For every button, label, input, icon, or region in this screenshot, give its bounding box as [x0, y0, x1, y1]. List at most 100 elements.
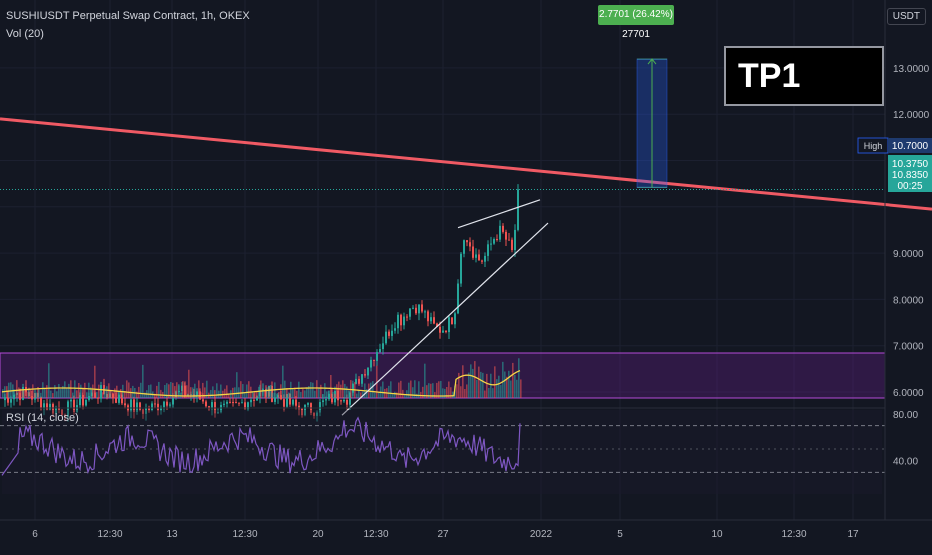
candle-body — [307, 403, 309, 405]
volume-ma-line — [1, 370, 521, 397]
volume-bar — [234, 387, 236, 398]
high-tag-label: High — [864, 141, 883, 151]
price-tick-label: 12.0000 — [893, 110, 930, 121]
candle-body — [397, 314, 399, 329]
volume-bar — [494, 366, 496, 398]
price-tick-label: 9.0000 — [893, 249, 924, 260]
candle-body — [253, 399, 255, 401]
candle-body — [511, 239, 513, 251]
candle-body — [427, 311, 429, 322]
volume-bar — [398, 382, 400, 398]
volume-bar — [458, 372, 460, 398]
volume-bar — [498, 375, 500, 398]
volume-bar — [520, 379, 522, 398]
candle-body — [400, 314, 402, 326]
resistance-trendline[interactable] — [0, 117, 932, 211]
time-tick-label: 6 — [32, 529, 38, 540]
volume-bar — [232, 387, 234, 398]
candle-body — [46, 403, 48, 410]
volume-bar — [300, 392, 302, 398]
volume-bar — [372, 381, 374, 398]
volume-bar — [506, 376, 508, 398]
candle-body — [283, 399, 285, 407]
last-price-value: 10.3750 — [892, 159, 929, 170]
candle-body — [286, 394, 288, 407]
volume-bar — [496, 379, 498, 398]
volume-bar — [456, 384, 458, 398]
volume-bar — [40, 392, 42, 398]
wedge-lower-line[interactable] — [341, 222, 549, 416]
volume-bar — [448, 381, 450, 398]
candle-body — [436, 323, 438, 327]
candle-body — [157, 403, 159, 411]
volume-bar — [396, 392, 398, 398]
candle-body — [43, 403, 45, 409]
volume-bar — [322, 393, 324, 398]
tp1-label-box[interactable]: TP1 — [724, 46, 884, 106]
volume-bar — [452, 391, 454, 398]
volume-bar — [10, 382, 12, 398]
candle-body — [154, 403, 156, 405]
volume-bar — [512, 362, 514, 398]
volume-bar — [304, 390, 306, 398]
volume-bar — [2, 389, 4, 398]
candle-body — [454, 313, 456, 325]
candle-body — [220, 404, 222, 413]
candle-body — [130, 399, 132, 412]
last-price-tag: 10.3750 10.8350 00:25 — [888, 155, 932, 192]
measure-result-label: 2.7701 (26.42%) 27701 — [598, 5, 674, 40]
candle-body — [406, 316, 408, 318]
volume-bar — [182, 381, 184, 398]
volume-bar — [128, 382, 130, 398]
volume-bar — [142, 364, 144, 398]
volume-bar — [32, 384, 34, 398]
time-axis[interactable]: 6 12:30 13 12:30 20 12:30 27 2022 5 10 12:30 17 — [32, 529, 859, 540]
volume-bar — [266, 387, 268, 398]
volume-bar — [14, 393, 16, 398]
volume-bar — [438, 381, 440, 398]
volume-bar — [446, 386, 448, 398]
candle-body — [502, 225, 504, 232]
candle-body — [445, 330, 447, 333]
volume-bar — [248, 381, 250, 398]
volume-bar — [188, 369, 190, 398]
volume-bar — [54, 385, 56, 398]
volume-bar — [378, 391, 380, 398]
volume-bar — [78, 382, 80, 398]
candle-body — [490, 243, 492, 245]
volume-bar — [470, 364, 472, 398]
volume-bar — [310, 382, 312, 398]
volume-bar — [516, 379, 518, 398]
candle-body — [145, 407, 147, 414]
wedge-upper-line[interactable] — [457, 199, 541, 229]
volume-bar — [212, 386, 214, 398]
price-tick-label: 8.0000 — [893, 295, 924, 306]
rsi-indicator-label[interactable]: RSI (14, close) — [6, 412, 79, 424]
candle-body — [319, 402, 321, 413]
volume-bar — [472, 368, 474, 398]
volume-bar — [174, 386, 176, 398]
volume-bar — [362, 391, 364, 398]
candle-body — [97, 397, 99, 399]
currency-button[interactable]: USDT — [886, 8, 926, 25]
candle-body — [55, 407, 57, 414]
candle-body — [430, 317, 432, 322]
volume-bar — [24, 390, 26, 398]
volume-bar — [382, 381, 384, 398]
volume-bar — [82, 392, 84, 398]
price-axis[interactable]: 13.000012.000011.00009.00008.00007.00006… — [893, 64, 930, 399]
candle-body — [124, 403, 126, 406]
time-tick-label: 12:30 — [97, 529, 122, 540]
volume-bar — [120, 389, 122, 398]
volume-bar — [440, 380, 442, 398]
candle-body — [355, 378, 357, 384]
volume-bar — [508, 370, 510, 398]
volume-indicator-label[interactable]: Vol (20) — [6, 28, 44, 40]
candle-body — [475, 254, 477, 258]
candle-body — [160, 407, 162, 411]
volume-bar — [482, 372, 484, 398]
candle-body — [250, 399, 252, 403]
volume-bar — [404, 393, 406, 398]
candle-body — [61, 409, 63, 415]
